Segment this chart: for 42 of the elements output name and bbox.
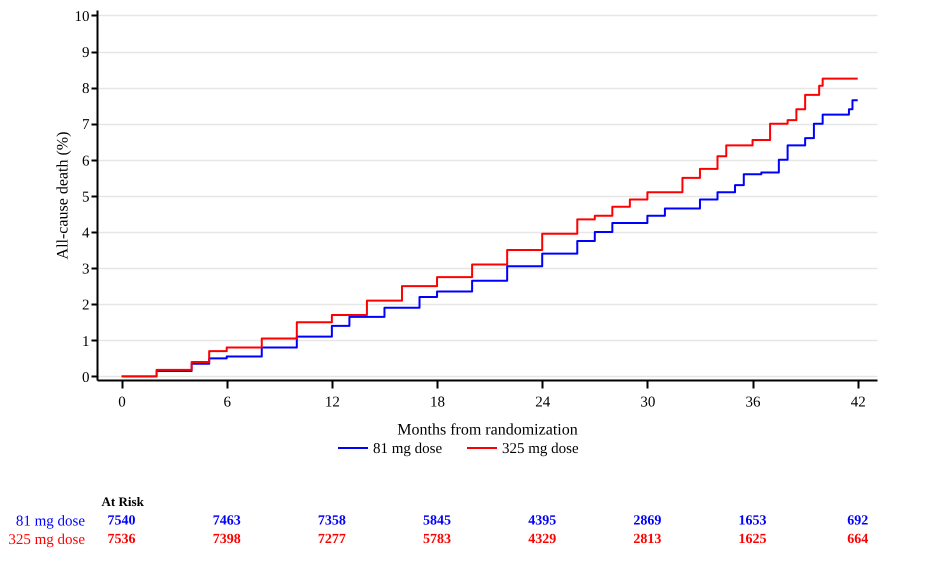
- x-tick-label: 12: [324, 394, 340, 410]
- x-tick-label: 0: [118, 394, 126, 410]
- y-tick-label: 10: [74, 8, 90, 25]
- y-tick-label: 7: [82, 117, 90, 134]
- text: 1625: [738, 532, 767, 547]
- y-tick-label: 1: [82, 334, 90, 350]
- text: 4329: [528, 532, 556, 547]
- y-tick-label: 5: [82, 189, 90, 206]
- x-axis-title: Months from randomization: [397, 422, 578, 438]
- legend-label: 325 mg dose: [502, 441, 580, 457]
- x-tick-label: 30: [640, 394, 656, 410]
- text: At Risk: [102, 494, 145, 509]
- text: 325 mg dose: [8, 532, 85, 548]
- text: 692: [847, 513, 868, 528]
- text: 5845: [423, 513, 452, 528]
- text: 7536: [108, 532, 136, 547]
- text: 2869: [633, 513, 662, 528]
- x-tick-label: 24: [535, 394, 551, 410]
- text: 7398: [212, 532, 241, 547]
- text: 664: [847, 532, 868, 547]
- y-tick-label: 2: [82, 298, 90, 314]
- y-tick-label: 4: [82, 226, 90, 242]
- x-tick-label: 6: [223, 394, 232, 410]
- y-axis-title: All-cause death (%): [54, 132, 72, 260]
- legend-label: 81 mg dose: [373, 441, 443, 457]
- text: 2813: [633, 532, 662, 547]
- text: 5783: [423, 532, 452, 547]
- text: 4395: [528, 513, 556, 528]
- y-tick-label: 8: [82, 81, 90, 98]
- y-tick-label: 9: [82, 45, 90, 62]
- x-tick-label: 18: [430, 394, 446, 410]
- text: 81 mg dose: [16, 513, 85, 530]
- text: 7277: [318, 532, 346, 547]
- y-tick-label: 3: [82, 262, 90, 278]
- x-tick-label: 42: [850, 394, 866, 410]
- y-tick-label: 6: [82, 153, 90, 170]
- y-tick-label: 0: [82, 370, 90, 386]
- text: 7463: [212, 513, 241, 528]
- x-tick-label: 36: [746, 394, 762, 410]
- text: 1653: [738, 513, 767, 528]
- text: 7358: [318, 513, 346, 528]
- text: 7540: [108, 513, 136, 528]
